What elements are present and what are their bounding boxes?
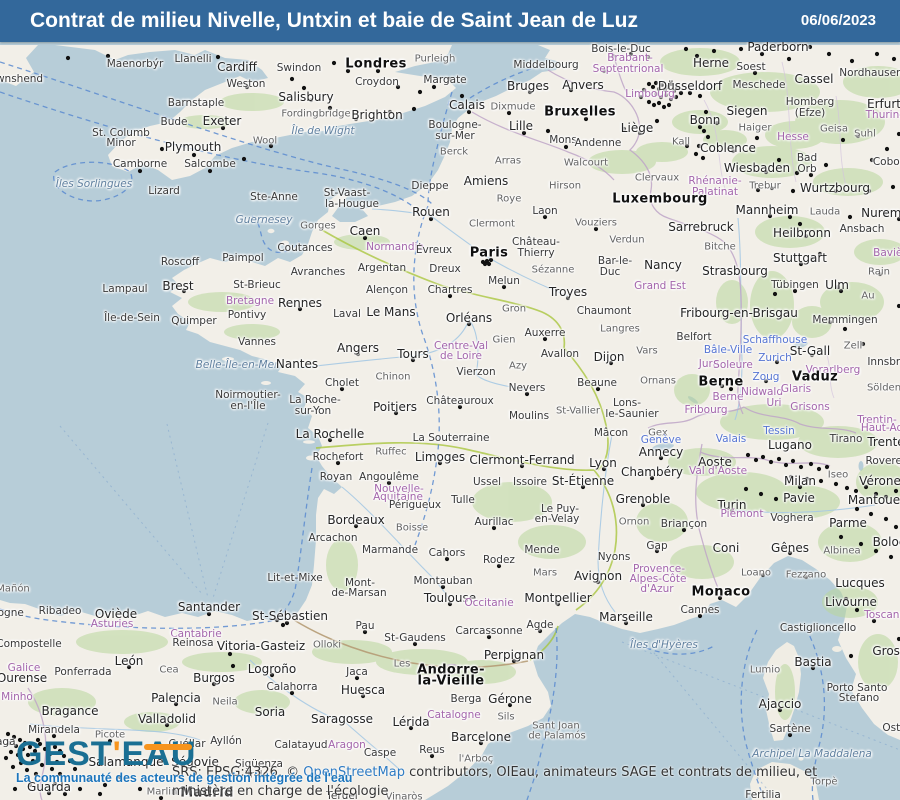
forest-patches <box>28 48 900 732</box>
logo-part2: EAU <box>121 735 197 773</box>
gesteau-logo-text: GEST'EAU <box>16 735 352 773</box>
map-attribution: SRS: EPSG:4326, © OpenStreetMap contribu… <box>172 763 860 800</box>
logo-tagline: La communauté des acteurs de gestion int… <box>16 771 353 785</box>
page-title: Contrat de milieu Nivelle, Untxin et bai… <box>30 9 638 32</box>
lake-leman <box>652 443 674 451</box>
maritime-boundaries <box>0 61 826 800</box>
pyrenees-border <box>293 619 529 669</box>
island-sardinia <box>750 762 819 800</box>
island-oleron <box>306 455 316 461</box>
logo-orange-dash-icon <box>144 744 192 750</box>
island-re <box>303 440 315 444</box>
point-markers <box>3 44 900 800</box>
lake-constance <box>792 341 808 349</box>
logo-apostrophe: ' <box>112 735 122 773</box>
island-belle-ile <box>222 357 234 361</box>
attribution-suffix: contributors, OIEau, animateurs SAGE et … <box>172 765 818 799</box>
openstreetmap-link[interactable]: OpenStreetMap <box>303 765 405 780</box>
date-label: 06/06/2023 <box>800 12 876 29</box>
maritime-boundaries-faint <box>59 422 900 800</box>
logo-part1: GEST <box>16 735 113 773</box>
island-noirmoutier <box>261 381 271 385</box>
lake-garda <box>858 461 864 471</box>
rivers <box>29 208 876 771</box>
island-elba <box>832 646 842 652</box>
land-ireland <box>0 45 38 86</box>
land-continent <box>0 45 900 800</box>
attribution-prefix: SRS: EPSG:4326, © <box>172 765 304 780</box>
island-wight <box>312 124 328 132</box>
island-maddalena <box>798 757 804 761</box>
gesteau-logo: GEST'EAU La communauté des acteurs de ge… <box>16 735 353 785</box>
island-guernsey <box>267 228 275 234</box>
title-bar: Contrat de milieu Nivelle, Untxin et bai… <box>0 0 900 42</box>
region-borders <box>703 61 847 399</box>
land-britain <box>55 45 456 180</box>
basin-boundaries <box>315 229 618 661</box>
island-jersey <box>281 240 289 246</box>
